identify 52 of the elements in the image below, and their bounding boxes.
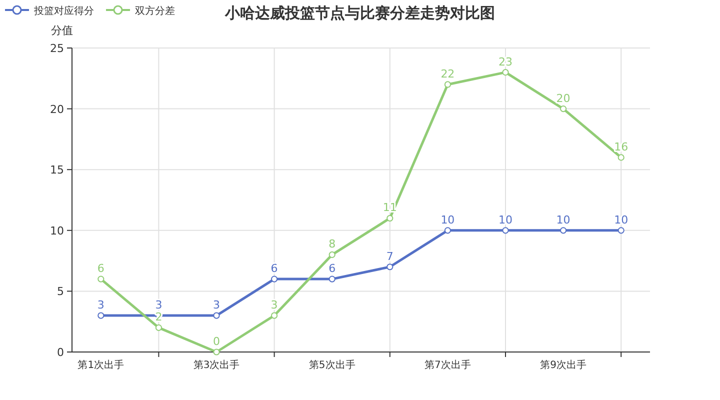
data-label: 8 [328, 238, 336, 251]
point [618, 227, 624, 234]
data-label: 3 [97, 298, 104, 312]
point [271, 276, 278, 282]
point [386, 214, 394, 222]
y-tick-label: 5 [57, 285, 64, 298]
point [386, 264, 394, 270]
legend-label: 双方分差 [135, 5, 175, 17]
x-tick-label: 第3次出手 [193, 359, 240, 371]
point [213, 348, 220, 356]
data-label: 6 [97, 262, 104, 276]
point [328, 251, 336, 258]
y-tick-label: 20 [50, 102, 64, 116]
data-label: 3 [213, 298, 220, 312]
point [155, 324, 162, 331]
point [502, 227, 509, 234]
data-label: 3 [270, 298, 278, 312]
data-label: 22 [440, 67, 455, 80]
data-label: 23 [498, 55, 512, 68]
point [618, 154, 624, 161]
legend-label: 投篮对应得分 [33, 5, 94, 17]
data-label: 3 [155, 298, 162, 312]
chart-title: 小哈达威投篮节点与比赛分差走势对比图 [224, 4, 495, 22]
y-tick-label: 0 [57, 346, 64, 359]
data-label: 6 [270, 262, 278, 276]
y-tick-label: 10 [50, 224, 64, 238]
x-tick-label: 第1次出手 [78, 359, 124, 371]
y-axis-title: 分值 [51, 24, 73, 37]
x-tick-label: 第9次出手 [540, 359, 586, 371]
data-label: 7 [386, 250, 394, 263]
data-label: 0 [213, 335, 220, 348]
data-label: 10 [614, 213, 628, 226]
x-tick-label: 第5次出手 [308, 359, 356, 371]
data-label: 6 [328, 262, 336, 276]
data-label: 10 [440, 213, 455, 226]
point [213, 312, 220, 319]
data-label: 16 [614, 140, 628, 154]
point [271, 312, 278, 319]
y-tick-label: 15 [50, 164, 64, 177]
point [444, 227, 451, 234]
point [502, 69, 509, 76]
y-tick-label: 25 [50, 42, 64, 55]
point [560, 227, 567, 234]
x-tick-label: 第7次出手 [424, 359, 471, 371]
data-label: 10 [556, 213, 570, 226]
point [98, 312, 104, 319]
point [560, 106, 567, 112]
point [328, 276, 336, 282]
data-label: 20 [556, 92, 570, 105]
point [98, 276, 104, 282]
point [444, 81, 451, 88]
data-label: 10 [498, 213, 512, 226]
